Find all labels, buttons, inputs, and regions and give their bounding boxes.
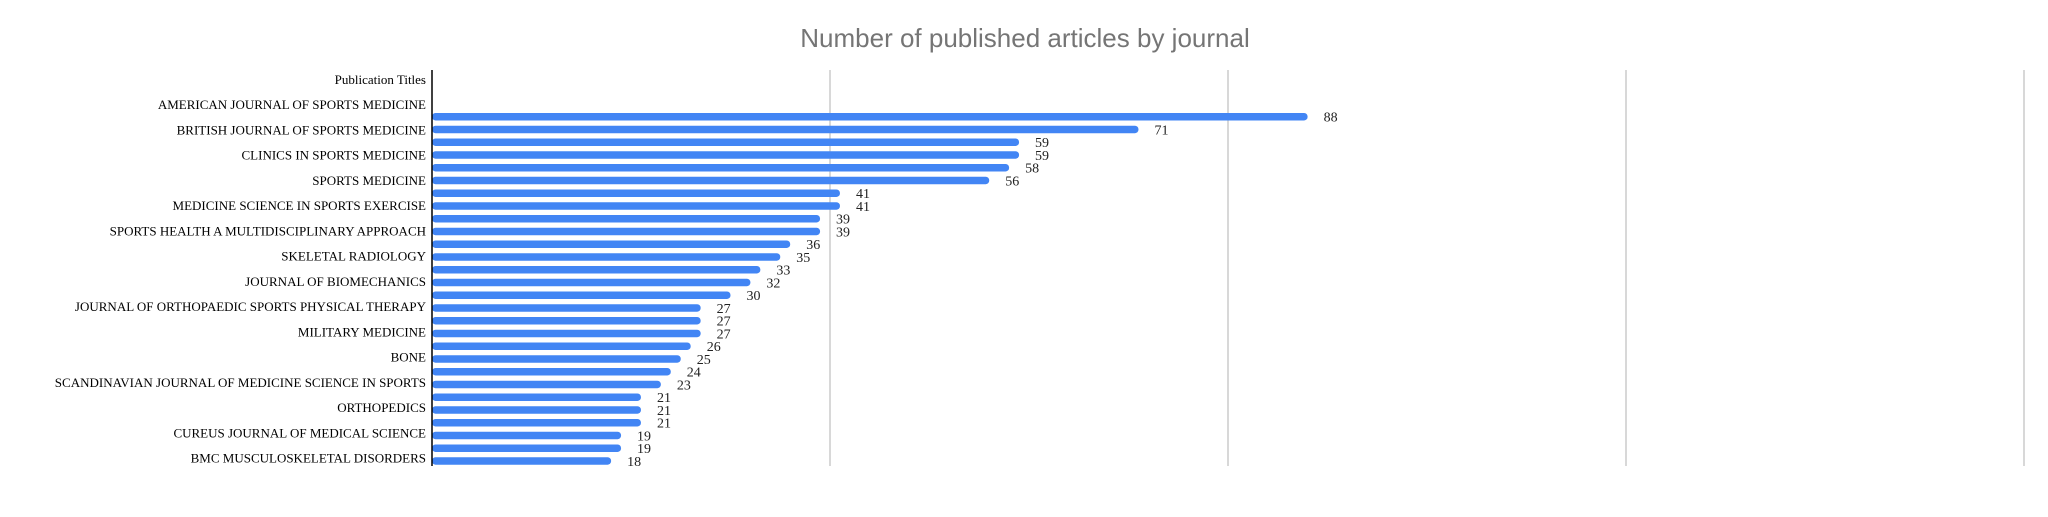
bar — [432, 342, 691, 350]
gridlines — [829, 70, 2025, 466]
category-label: SPORTS MEDICINE — [312, 173, 426, 188]
bar-value-label: 58 — [1025, 162, 1039, 177]
category-label: CLINICS IN SPORTS MEDICINE — [242, 148, 427, 163]
bar — [432, 393, 641, 401]
bar — [432, 406, 641, 414]
bar-value-label: 39 — [836, 225, 850, 240]
bar-value-label: 39 — [836, 213, 850, 228]
bar — [432, 138, 1020, 146]
bar — [432, 329, 701, 338]
bar — [432, 240, 791, 248]
bar-value-label: 36 — [806, 238, 820, 253]
bar-value-label: 27 — [717, 327, 731, 342]
bar-value-label: 18 — [627, 455, 641, 470]
bars — [432, 112, 1308, 465]
y-axis-title: Publication Titles — [335, 72, 426, 87]
bar-value-label: 25 — [697, 353, 711, 368]
category-label: ORTHOPEDICS — [337, 400, 426, 415]
category-label: JOURNAL OF ORTHOPAEDIC SPORTS PHYSICAL T… — [75, 299, 427, 314]
bar — [432, 253, 781, 261]
bar — [432, 163, 1010, 172]
bar-value-label: 30 — [747, 289, 761, 304]
bar — [432, 189, 840, 197]
bar-value-label: 71 — [1154, 123, 1168, 138]
category-label: BRITISH JOURNAL OF SPORTS MEDICINE — [177, 122, 426, 137]
bar-value-label: 19 — [637, 429, 651, 444]
bar — [432, 355, 681, 363]
bar-value-label: 21 — [657, 417, 671, 432]
category-label: MILITARY MEDICINE — [298, 324, 426, 339]
category-labels: AMERICAN JOURNAL OF SPORTS MEDICINE BRITI… — [55, 97, 427, 466]
category-label: JOURNAL OF BIOMECHANICS — [245, 274, 426, 289]
bar — [432, 265, 761, 274]
bar — [432, 431, 622, 440]
bar — [432, 367, 671, 376]
bar — [432, 202, 840, 210]
bar — [432, 304, 701, 312]
bar — [432, 278, 751, 287]
bar-value-label: 27 — [717, 315, 731, 330]
bar — [432, 214, 821, 223]
bar-value-label: 21 — [657, 404, 671, 419]
category-label: BONE — [391, 350, 426, 365]
bar — [432, 418, 641, 427]
category-label: CUREUS JOURNAL OF MEDICAL SCIENCE — [173, 425, 426, 440]
bar-value-label: 32 — [766, 276, 780, 291]
category-label: SKELETAL RADIOLOGY — [281, 249, 426, 264]
bar — [432, 112, 1308, 121]
bar-value-label: 24 — [687, 366, 701, 381]
bar — [432, 176, 990, 185]
bar-value-label: 56 — [1005, 174, 1019, 189]
bar — [432, 457, 612, 465]
bar-value-label: 21 — [657, 391, 671, 406]
category-label: AMERICAN JOURNAL OF SPORTS MEDICINE — [158, 97, 426, 112]
bar — [432, 444, 622, 452]
bar — [432, 316, 701, 325]
value-labels: 8871595958564141393936353332302727272625… — [627, 111, 1338, 470]
bar-value-label: 59 — [1035, 149, 1049, 164]
bar-value-label: 23 — [677, 378, 691, 393]
category-label: SPORTS HEALTH A MULTIDISCIPLINARY APPROA… — [110, 223, 426, 238]
bar-value-label: 27 — [717, 302, 731, 317]
bar — [432, 125, 1139, 134]
category-label: BMC MUSCULOSKELETAL DISORDERS — [191, 451, 426, 466]
bar-value-label: 33 — [776, 264, 790, 279]
bar-value-label: 35 — [796, 251, 810, 266]
category-label: SCANDINAVIAN JOURNAL OF MEDICINE SCIENCE… — [55, 375, 426, 390]
bar-value-label: 26 — [707, 340, 721, 355]
chart-title: Number of published articles by journal — [800, 23, 1249, 53]
bar — [432, 227, 821, 236]
bar — [432, 380, 661, 389]
bar-value-label: 41 — [856, 200, 870, 215]
category-label: MEDICINE SCIENCE IN SPORTS EXERCISE — [173, 198, 427, 213]
bar — [432, 151, 1020, 159]
bar-value-label: 41 — [856, 187, 870, 202]
bar — [432, 291, 731, 299]
bar-value-label: 59 — [1035, 136, 1049, 151]
bar-value-label: 19 — [637, 442, 651, 457]
bar-value-label: 88 — [1324, 111, 1338, 126]
